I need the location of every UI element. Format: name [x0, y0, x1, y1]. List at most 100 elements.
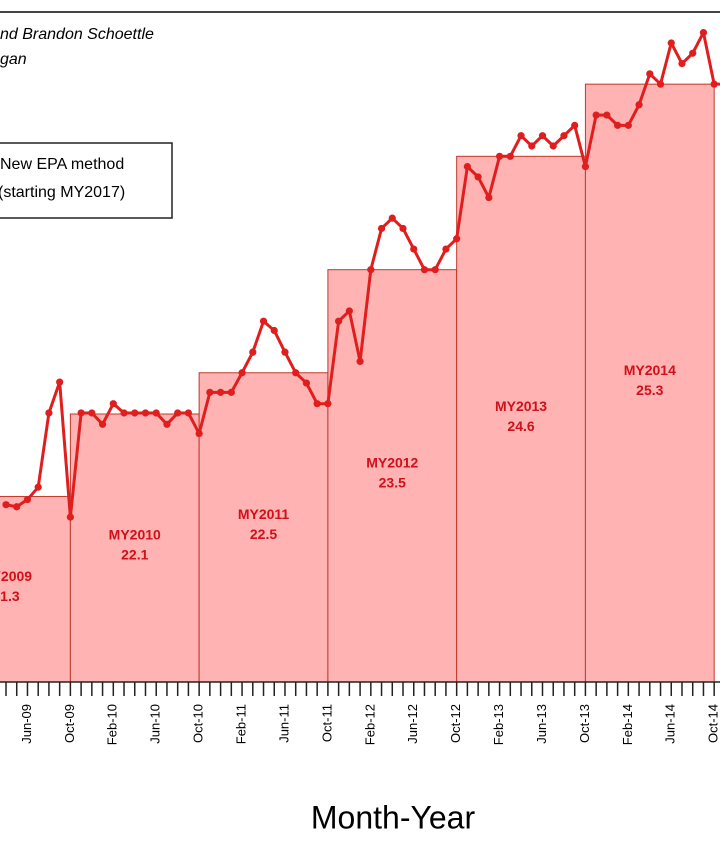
data-point	[388, 214, 396, 222]
data-point	[324, 400, 332, 408]
bar-value: 22.1	[121, 547, 148, 563]
data-point	[120, 409, 128, 417]
data-point	[528, 142, 536, 150]
x-tick-label: Oct-09	[62, 704, 77, 743]
data-point	[549, 142, 557, 150]
data-point	[141, 409, 150, 417]
data-point	[699, 29, 708, 37]
x-tick-label: Feb-13	[491, 704, 506, 745]
x-tick-label: Jun-12	[405, 704, 420, 744]
data-point	[238, 369, 246, 377]
credit: gan	[0, 51, 27, 68]
x-tick-label: Feb-14	[620, 704, 635, 745]
bar-value: 21.3	[0, 588, 20, 604]
data-point	[131, 409, 139, 417]
data-point	[678, 59, 686, 68]
x-axis-title: Month-Year	[311, 799, 476, 835]
data-point	[206, 388, 214, 396]
data-point	[635, 101, 643, 109]
data-point	[292, 369, 300, 377]
data-point	[571, 121, 579, 129]
data-point	[77, 409, 85, 417]
data-point	[259, 317, 268, 325]
bar-label: MY2009	[0, 568, 32, 584]
data-point	[581, 163, 590, 171]
data-point	[195, 429, 203, 438]
data-point	[281, 348, 289, 356]
data-point	[66, 513, 74, 521]
x-tick-label: Jun-10	[148, 704, 163, 744]
data-point	[420, 266, 429, 274]
data-point	[399, 224, 407, 233]
data-point	[442, 245, 450, 253]
x-tick-label: Jun-11	[276, 704, 291, 743]
data-point	[45, 409, 53, 417]
data-point	[163, 420, 171, 428]
model-year-bar	[69, 413, 200, 683]
bar-label: MY2012	[366, 455, 418, 471]
x-tick-label: Oct-13	[577, 704, 592, 743]
data-point	[506, 152, 514, 160]
data-point	[495, 152, 504, 160]
model-year-bar	[327, 269, 458, 683]
x-tick-label: Feb-12	[362, 704, 377, 745]
data-point	[431, 266, 439, 274]
model-year-bars	[0, 83, 715, 683]
data-point	[614, 121, 622, 129]
data-point	[217, 388, 225, 396]
data-point	[485, 193, 493, 202]
data-point	[367, 266, 375, 274]
credit: nd Brandon Schoettle	[0, 26, 154, 43]
legend-box	[0, 142, 173, 219]
data-point	[646, 70, 654, 78]
data-point	[410, 245, 418, 253]
data-point	[345, 307, 353, 315]
x-tick-label: Oct-11	[319, 704, 334, 742]
data-point	[356, 357, 364, 366]
data-point	[453, 235, 461, 243]
data-point	[184, 409, 193, 417]
legend-text: (starting MY2017)	[0, 184, 125, 201]
bar-label: MY2010	[109, 527, 161, 543]
data-point	[689, 49, 697, 57]
data-point	[109, 400, 117, 408]
data-point	[313, 400, 321, 408]
data-point	[23, 495, 32, 504]
x-tick-label: Oct-12	[448, 704, 463, 743]
data-point	[667, 39, 675, 47]
bar-label: MY2014	[624, 362, 676, 378]
data-point	[463, 163, 471, 171]
data-point	[656, 80, 665, 88]
data-point	[270, 326, 278, 335]
bar-label: MY2013	[495, 398, 547, 414]
bar-value: 24.6	[507, 418, 534, 434]
data-point	[710, 80, 718, 88]
bar-value: 23.5	[379, 475, 406, 491]
data-point	[592, 111, 600, 119]
data-point	[560, 132, 568, 140]
data-point	[227, 388, 235, 396]
model-year-bar	[584, 83, 715, 683]
x-tick-label: Jun-09	[19, 704, 34, 744]
data-point	[56, 378, 64, 386]
x-tick-label: Feb-11	[233, 704, 248, 744]
data-point	[88, 409, 96, 417]
x-tick-label: Oct-14	[706, 704, 720, 743]
data-point	[13, 503, 21, 511]
data-point	[302, 379, 311, 387]
data-point	[517, 132, 525, 140]
x-tick-label: Feb-10	[105, 704, 120, 745]
data-point	[377, 224, 386, 233]
data-point	[624, 121, 632, 129]
bar-label: MY2011	[238, 506, 290, 522]
bar-value: 22.5	[250, 526, 277, 542]
data-point	[98, 420, 107, 428]
data-point	[152, 409, 160, 417]
data-point	[603, 111, 611, 119]
data-point	[34, 483, 42, 491]
data-point	[474, 173, 482, 181]
data-point	[538, 132, 547, 140]
data-point	[249, 348, 257, 356]
model-year-bar	[0, 495, 71, 683]
